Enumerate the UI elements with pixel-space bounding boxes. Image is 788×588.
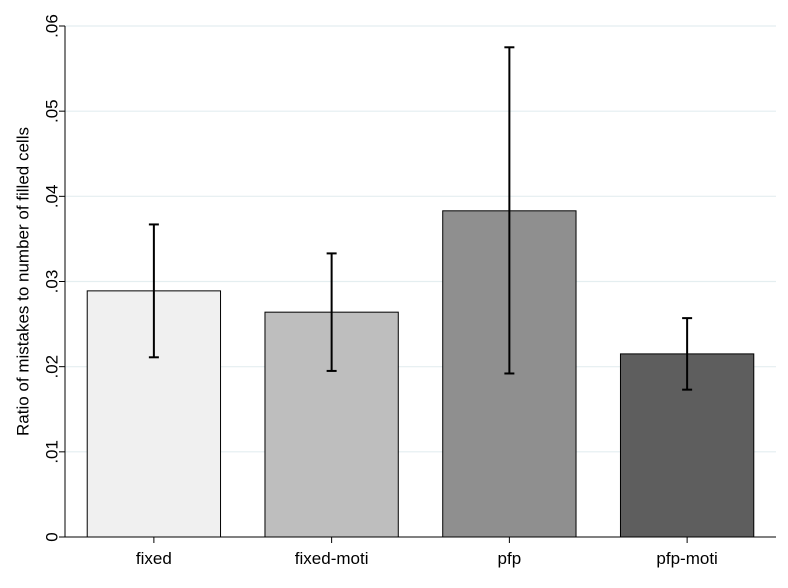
x-tick-label-pfp-moti: pfp-moti xyxy=(656,549,717,568)
bars xyxy=(86,210,755,538)
x-tick-label-fixed-moti: fixed-moti xyxy=(295,549,369,568)
y-tick-labels: 0 .01 .02 .03 .04 .05 .06 xyxy=(43,14,65,542)
y-tick-label-1: .01 xyxy=(43,440,62,464)
y-tick-label-3: .03 xyxy=(43,270,62,294)
y-tick-label-5: .05 xyxy=(43,99,62,123)
y-tick-label-0: 0 xyxy=(43,532,62,541)
y-tick-label-2: .02 xyxy=(43,355,62,379)
x-tick-label-pfp: pfp xyxy=(498,549,522,568)
x-tick-label-fixed: fixed xyxy=(136,549,172,568)
y-tick-label-4: .04 xyxy=(43,185,62,209)
y-tick-label-6: .06 xyxy=(43,14,62,38)
error-bars xyxy=(148,46,693,391)
y-axis-title: Ratio of mistakes to number of filled ce… xyxy=(14,127,33,436)
x-tick-labels: fixed fixed-moti pfp pfp-moti xyxy=(136,537,718,568)
